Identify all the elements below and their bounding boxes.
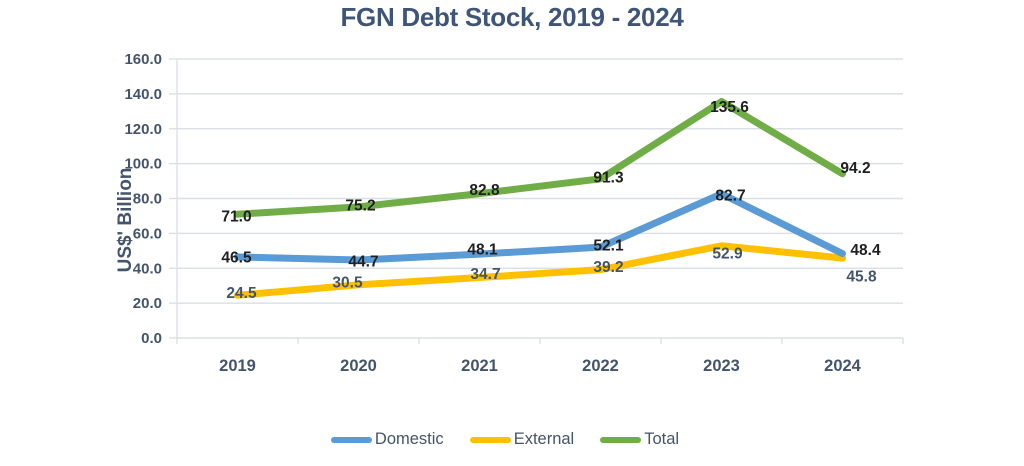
external-data-label: 52.9 [712,245,743,262]
y-axis-tick-label: 160.0 [124,51,162,68]
chart-canvas: 0.0 20.0 40.0 60.0 80.0 100.0 120.0 140.0 160.0 2… [124,51,904,375]
total-line-swatch-icon [600,436,642,443]
total-data-label: 75.2 [345,197,375,214]
domestic-data-label: 48.1 [467,242,498,259]
external-line-swatch-icon [469,436,511,443]
x-axis-tick-label: 2024 [824,357,862,375]
chart-legend: Domestic External Total [0,430,1010,449]
total-data-label: 82.8 [469,182,500,199]
external-data-label: 30.5 [332,274,363,291]
domestic-data-label: 82.7 [715,187,745,204]
legend-label-total: Total [644,430,680,448]
total-data-label: 94.2 [840,160,870,177]
domestic-data-label: 46.5 [221,249,252,266]
x-axis-tick-label: 2023 [703,357,740,375]
x-axis-tick-label: 2019 [219,357,256,375]
y-axis-tick-label: 80.0 [133,191,162,208]
external-data-label: 39.2 [593,259,623,276]
legend-label-domestic: Domestic [374,430,444,448]
legend-label-external: External [513,430,575,448]
total-data-label: 71.0 [221,209,251,226]
legend-item-total: Total [600,430,679,449]
y-axis-tick-label: 40.0 [133,260,162,277]
domestic-line [234,190,846,264]
domestic-data-label: 52.1 [593,238,624,255]
y-axis-tick-label: 120.0 [124,121,162,138]
domestic-data-label: 48.4 [850,242,881,259]
domestic-data-label: 44.7 [348,254,378,271]
external-data-label: 45.8 [846,269,877,286]
total-data-label: 91.3 [593,169,624,186]
x-axis-tick-label: 2022 [582,357,619,375]
y-axis-tick-label: 100.0 [124,156,162,173]
x-axis-tick-label: 2021 [461,357,498,375]
x-axis-tick-label: 2020 [340,357,377,375]
external-data-label: 24.5 [226,285,257,302]
total-data-label: 135.6 [710,99,749,116]
chart-title: FGN Debt Stock, 2019 - 2024 [340,2,684,32]
y-axis-tick-label: 20.0 [133,295,162,312]
domestic-line-swatch-icon [330,436,372,443]
y-axis-tick-label: 60.0 [133,225,162,242]
y-axis-tick-label: 140.0 [124,86,162,103]
total-line [234,98,846,218]
y-axis-tick-label: 0.0 [141,330,162,347]
legend-item-domestic: Domestic [330,430,444,449]
legend-item-external: External [469,430,575,449]
external-data-label: 34.7 [470,266,500,283]
external-line [234,242,846,299]
